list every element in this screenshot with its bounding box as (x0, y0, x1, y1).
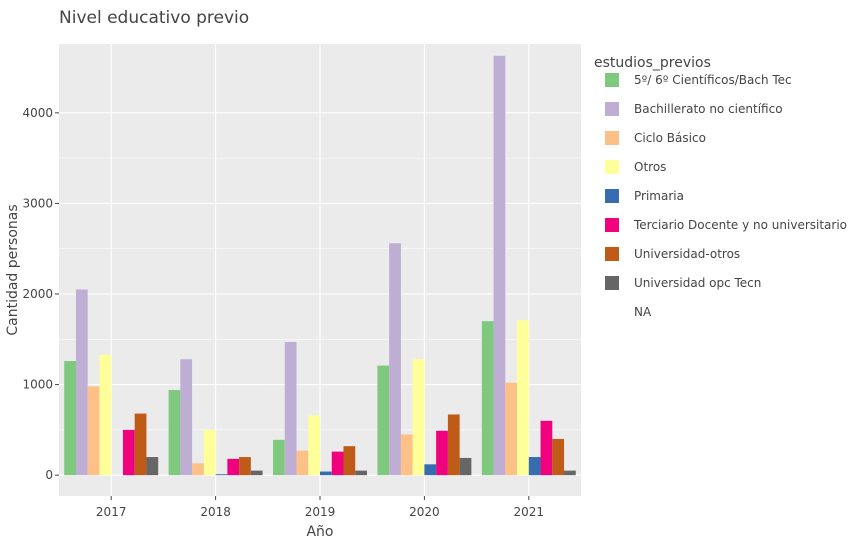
bar-2021-4 (517, 320, 529, 476)
bar-2017-1 (64, 361, 76, 476)
legend-item: NA (605, 305, 652, 319)
bar-2020-1 (377, 365, 390, 476)
x-tick-label: 2019 (305, 505, 336, 519)
x-tick-label: 2018 (200, 505, 231, 519)
bar-2020-8 (459, 457, 472, 476)
bar-2021-1 (481, 321, 494, 476)
legend-swatch (605, 131, 619, 145)
legend-label: Terciario Docente y no universitario (633, 218, 847, 232)
legend-label: Universidad opc Tecn (634, 276, 761, 290)
bar-2018-6 (227, 458, 240, 476)
bar-2018-8 (250, 470, 263, 476)
legend-swatch (605, 276, 619, 290)
legend-swatch (605, 160, 619, 174)
bar-2021-3 (505, 382, 518, 476)
legend-swatch (605, 247, 619, 261)
legend-label: Otros (634, 160, 666, 174)
x-axis-ticks: 2017 2018 2019 2020 2021 (96, 496, 544, 519)
y-tick-label: 3000 (22, 196, 53, 210)
y-tick-label: 0 (45, 468, 53, 482)
legend-swatch (605, 189, 619, 203)
legend-label: 5º/ 6º Científicos/Bach Tec (634, 73, 792, 87)
legend-item: Otros (605, 160, 666, 174)
y-tick-label: 4000 (22, 106, 53, 120)
bar-2019-7 (343, 446, 356, 476)
legend-item: Universidad-otros (605, 247, 740, 261)
legend-swatch (605, 305, 619, 319)
bar-2018-3 (192, 463, 204, 476)
bar-2021-6 (540, 420, 553, 476)
legend-swatch (605, 218, 619, 232)
legend-swatch (605, 102, 619, 116)
bar-2021-8 (564, 470, 576, 476)
bar-2019-8 (355, 470, 367, 476)
bar-2020-4 (412, 359, 425, 476)
bar-2020-2 (389, 243, 401, 476)
legend-item: Primaria (605, 189, 684, 203)
legend-swatch (605, 73, 619, 87)
bar-2017-6 (122, 429, 135, 476)
legend-label: Universidad-otros (634, 247, 740, 261)
legend-label: Primaria (634, 189, 684, 203)
bar-2017-8 (146, 457, 159, 476)
bar-2020-3 (400, 434, 413, 476)
legend-item: 5º/ 6º Científicos/Bach Tec (605, 73, 792, 87)
legend-item: Universidad opc Tecn (605, 276, 761, 290)
bar-2017-2 (75, 289, 88, 476)
legend-label: Bachillerato no científico (634, 102, 783, 116)
bar-2021-2 (493, 55, 506, 476)
bar-2019-4 (308, 415, 320, 476)
bar-2017-7 (134, 413, 147, 476)
legend: estudios_previos 5º/ 6º Científicos/Bach… (594, 55, 847, 319)
bar-2020-5 (424, 464, 437, 476)
bar-2021-7 (552, 438, 565, 476)
x-tick-label: 2020 (409, 505, 440, 519)
chart-title: Nivel educativo previo (59, 8, 249, 28)
y-tick-label: 2000 (22, 287, 53, 301)
y-axis-ticks: 0 1000 2000 3000 4000 (22, 106, 59, 482)
legend-item: Terciario Docente y no universitario (605, 218, 847, 232)
bars (64, 55, 576, 476)
legend-item: Ciclo Básico (605, 131, 706, 145)
bar-2018-4 (203, 429, 216, 476)
bar-2019-5 (320, 471, 332, 476)
bar-2017-3 (87, 386, 100, 476)
bar-2018-1 (168, 390, 181, 476)
legend-label: Ciclo Básico (634, 131, 706, 145)
legend-title: estudios_previos (594, 55, 711, 71)
y-axis-title: Cantidad personas (5, 204, 21, 335)
bar-2017-4 (99, 354, 112, 476)
x-tick-label: 2021 (514, 505, 545, 519)
bar-2018-5 (215, 474, 228, 476)
bar-2020-7 (447, 414, 460, 476)
bar-2019-6 (331, 451, 344, 476)
bar-2018-2 (180, 359, 193, 476)
y-tick-label: 1000 (22, 378, 53, 392)
bar-2019-1 (273, 439, 285, 476)
legend-label: NA (634, 305, 652, 319)
bar-2020-6 (436, 430, 448, 476)
x-axis-title: Año (306, 524, 333, 538)
x-tick-label: 2017 (96, 505, 127, 519)
bar-2018-7 (239, 457, 251, 476)
bar-2021-5 (528, 457, 541, 476)
legend-item: Bachillerato no científico (605, 102, 783, 116)
bar-2019-2 (284, 342, 297, 476)
bar-2019-3 (296, 450, 309, 476)
